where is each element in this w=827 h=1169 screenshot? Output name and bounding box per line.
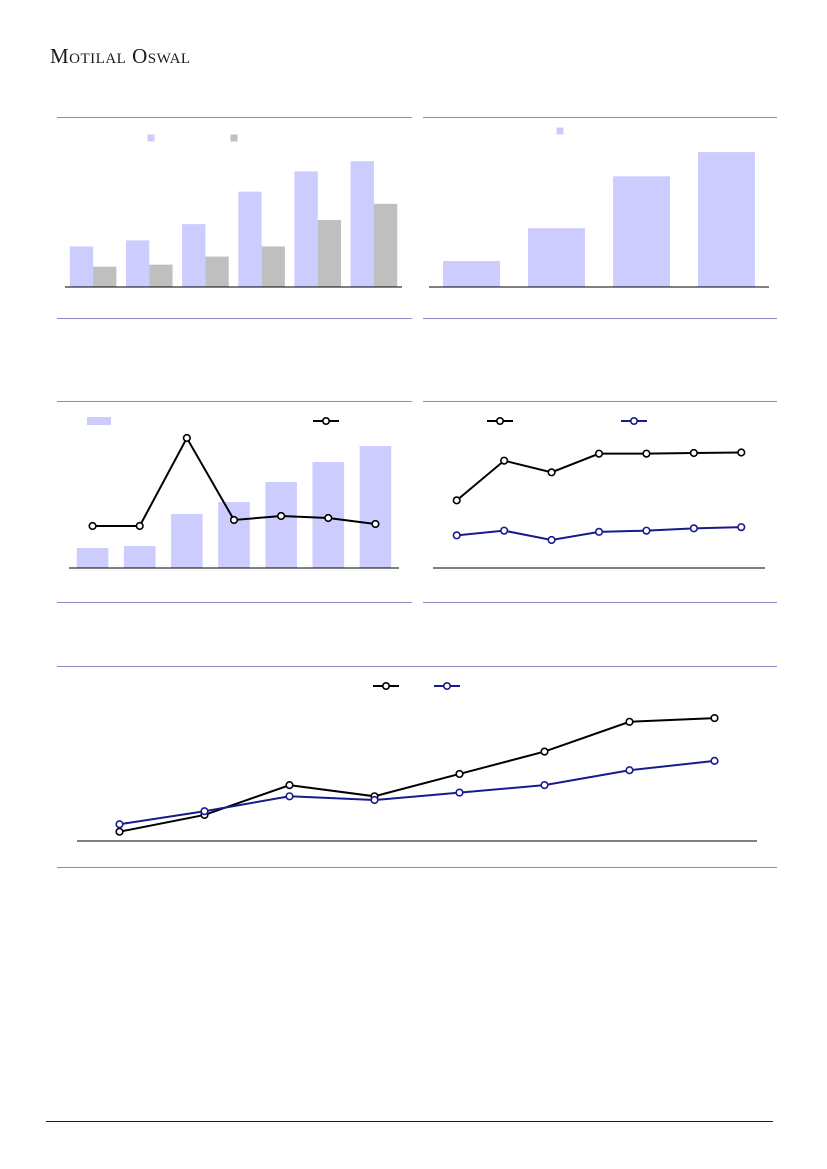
chart-3	[69, 417, 399, 569]
point-s1-3	[285, 781, 294, 790]
point-s2-7	[737, 523, 746, 532]
point-s2-4	[370, 795, 379, 805]
section-rule	[57, 666, 777, 667]
point-s1-8	[710, 713, 719, 723]
point-s2-8	[710, 756, 719, 766]
point-s2-2	[200, 807, 209, 816]
line-series-2	[119, 759, 715, 826]
legend-marker-2	[630, 417, 639, 426]
point-2	[135, 521, 144, 531]
bar-s2-1	[93, 266, 117, 287]
bar-s1-4	[218, 502, 250, 568]
bar-s1-5	[294, 171, 318, 287]
legend-swatch-2	[230, 134, 238, 142]
section-rule	[57, 117, 412, 118]
point-1	[88, 521, 97, 531]
legend-marker-1	[381, 682, 390, 691]
point-s1-5	[455, 769, 464, 779]
bar-s1-3	[613, 176, 670, 287]
point-5	[277, 511, 286, 521]
bar-s1-3	[171, 514, 203, 568]
point-s2-5	[642, 526, 651, 535]
point-s2-3	[547, 535, 556, 545]
legend-swatch-1	[556, 127, 564, 135]
chart-1	[65, 134, 402, 288]
bar-s1-2	[123, 546, 156, 568]
legend-marker-2	[321, 417, 330, 426]
legend-swatch-1	[87, 417, 111, 425]
point-s1-4	[594, 449, 604, 458]
legend-marker-2	[442, 682, 451, 691]
point-s2-3	[285, 792, 294, 801]
bar-s2-4	[261, 246, 285, 287]
point-s2-6	[540, 781, 549, 790]
point-s1-7	[625, 717, 634, 726]
bar-s2-6	[373, 203, 398, 287]
point-s2-1	[452, 531, 461, 540]
brand-logo: Motilal Oswal	[50, 44, 191, 68]
section-rule	[57, 602, 412, 603]
line-series-1	[119, 717, 715, 833]
point-7	[371, 519, 380, 529]
point-s2-1	[115, 820, 124, 829]
section-rule	[423, 602, 777, 603]
point-s1-7	[737, 448, 746, 457]
bar-s1-2	[528, 228, 585, 287]
bar-s1-2	[125, 240, 150, 287]
point-s2-7	[625, 766, 634, 775]
bar-s1-6	[350, 161, 374, 287]
point-s2-4	[594, 527, 604, 536]
section-rule	[57, 401, 412, 402]
point-s2-2	[500, 526, 509, 535]
bar-s1-1	[76, 548, 109, 568]
bar-s1-5	[265, 482, 297, 568]
bar-s1-1	[69, 246, 94, 287]
bar-s2-2	[149, 264, 173, 287]
section-rule	[57, 318, 412, 319]
bar-s1-7	[359, 446, 392, 568]
footer-rule	[46, 1121, 773, 1122]
bar-s1-3	[182, 224, 206, 287]
point-s1-6	[689, 448, 698, 458]
point-s1-6	[540, 747, 549, 756]
point-s1-1	[115, 827, 124, 836]
point-s1-3	[547, 468, 556, 477]
point-4	[229, 515, 239, 525]
legend-marker-1	[496, 417, 505, 426]
chart-5	[77, 682, 757, 842]
bar-s2-5	[317, 220, 342, 287]
section-rule	[423, 401, 777, 402]
bar-s1-4	[238, 191, 262, 287]
point-s1-1	[452, 496, 461, 505]
chart-2	[429, 127, 769, 288]
point-s1-2	[500, 456, 509, 465]
legend-swatch-1	[147, 134, 155, 142]
section-rule	[57, 867, 777, 868]
bar-s1-4	[698, 152, 755, 287]
point-6	[324, 513, 333, 523]
section-rule	[423, 117, 777, 118]
section-rule	[423, 318, 777, 319]
bar-s1-1	[443, 261, 500, 287]
chart-4	[433, 417, 765, 569]
point-3	[182, 433, 191, 443]
bar-s2-3	[205, 256, 229, 287]
point-s1-5	[642, 449, 651, 458]
line-series-1	[456, 451, 742, 502]
point-s2-5	[455, 788, 464, 797]
point-s2-6	[689, 524, 698, 533]
